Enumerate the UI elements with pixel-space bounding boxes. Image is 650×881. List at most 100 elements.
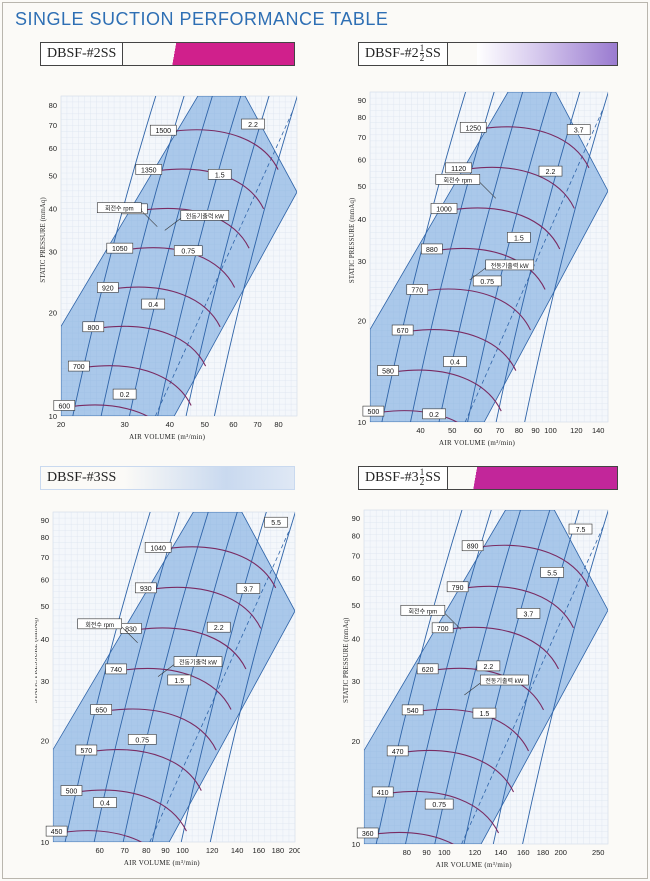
rpm-note: 회전수 rpm: [105, 205, 134, 213]
rpm-label: 1500: [155, 128, 171, 135]
x-tick-label: 120: [206, 846, 219, 855]
y-tick-label: 10: [41, 838, 49, 847]
rpm-label: 790: [452, 585, 464, 592]
kw-label-box: [206, 621, 231, 633]
kw-label-box: [173, 245, 203, 257]
rpm-note-leader: [121, 626, 138, 644]
kw-label-box: [127, 734, 157, 745]
chart-panel-dbsf-3-half-ss: DBSF-#3 1 2 SS 360 410 470 540 620 700 790 890 0.75…: [330, 462, 620, 874]
x-tick-label: 180: [272, 846, 285, 855]
kw-note: 전동기출력 kW: [491, 262, 529, 270]
model-stripe: [477, 43, 617, 65]
y-tick-label: 10: [352, 840, 360, 849]
limit-line: [464, 108, 604, 422]
model-label: DBSF-#3 1 2 SS: [359, 467, 448, 489]
kw-label-box: [472, 275, 502, 287]
kw-label-box: [472, 707, 497, 719]
kw-note-box: [180, 210, 230, 221]
x-tick-label: 80: [403, 848, 411, 857]
rpm-label-box: [445, 162, 472, 174]
kw-label-box: [236, 583, 261, 594]
y-tick-label: 30: [358, 257, 366, 266]
rpm-label-box: [90, 704, 112, 715]
rpm-label: 410: [377, 790, 389, 797]
kw-label: 0.75: [181, 249, 195, 256]
kw-note: 전동기출력 kW: [485, 677, 523, 685]
rpm-label: 500: [66, 789, 78, 796]
limit-line: [461, 526, 604, 844]
rpm-label-box: [75, 744, 98, 756]
y-tick-label: 40: [49, 205, 57, 214]
rpm-label: 470: [392, 749, 404, 756]
rpm-curve: [466, 585, 574, 629]
kw-label: 0.4: [450, 360, 460, 367]
rpm-curve: [396, 369, 502, 412]
x-tick-label: 80: [515, 426, 523, 435]
x-tick-label: 50: [448, 426, 456, 435]
kw-label-box: [476, 660, 501, 672]
kw-note-leader: [164, 218, 181, 231]
x-tick-label: 60: [474, 426, 482, 435]
system-curve: [524, 92, 608, 422]
rpm-label: 450: [51, 829, 63, 836]
rpm-curve: [94, 749, 202, 791]
kw-label-box: [112, 388, 137, 400]
chart-panel-dbsf-2ss: DBSF-#2SS 60070080092010501200135015000.…: [35, 38, 300, 448]
rpm-note: 회전수 rpm: [443, 176, 472, 184]
rpm-label-box: [461, 540, 484, 552]
system-curve: [492, 510, 580, 844]
x-tick-label: 180: [537, 848, 550, 857]
kw-label: 0.4: [100, 801, 110, 808]
rpm-label-box: [371, 786, 394, 798]
rpm-label: 1250: [465, 125, 481, 132]
rpm-curve: [381, 410, 458, 422]
rpm-label: 620: [422, 667, 434, 674]
model-header: DBSF-#2 1 2 SS: [358, 42, 618, 66]
y-tick-label: 20: [41, 736, 49, 745]
x-tick-label: 80: [142, 846, 150, 855]
y-tick-label: 10: [49, 412, 57, 421]
x-tick-label: 140: [592, 426, 605, 435]
rpm-label-box: [45, 825, 68, 837]
kw-label: 0.75: [432, 802, 446, 809]
rpm-label-box: [430, 203, 458, 214]
x-tick-label: 100: [438, 848, 451, 857]
y-tick-label: 40: [41, 635, 49, 644]
x-tick-label: 100: [544, 426, 557, 435]
x-tick-label: 140: [495, 848, 508, 857]
x-tick-label: 20: [57, 420, 65, 429]
y-tick-label: 30: [49, 248, 57, 257]
x-axis-title: AIR VOLUME (m³/min): [124, 859, 200, 867]
x-axis-title: AIR VOLUME (m³/min): [129, 433, 205, 441]
y-tick-label: 70: [352, 551, 360, 560]
rpm-note-box: [400, 604, 446, 616]
rpm-label: 890: [467, 544, 479, 551]
rpm-label-box: [446, 581, 469, 593]
system-curve: [151, 512, 238, 842]
y-tick-label: 70: [41, 553, 49, 562]
y-tick-label: 70: [49, 121, 57, 130]
chart-canvas: 360 410 470 540 620 700 790 890 0.75 1.5 2.2 3.7 5.5…: [342, 509, 609, 869]
y-tick-label: 80: [358, 113, 366, 122]
rpm-curve: [109, 708, 217, 751]
rpm-curve: [451, 626, 559, 670]
y-tick-label: 80: [352, 531, 360, 540]
kw-note-leader: [469, 267, 486, 281]
y-tick-label: 30: [41, 677, 49, 686]
x-tick-label: 50: [201, 420, 209, 429]
kw-label: 7.5: [576, 527, 586, 534]
rpm-label: 930: [140, 586, 152, 593]
chart-panel-dbsf-2-half-ss: DBSF-#2 1 2 SS 500 580 670 770 880 1000 1120 1250 0…: [330, 38, 620, 448]
kw-label-box: [538, 165, 563, 177]
kw-label-box: [507, 232, 531, 243]
rpm-curve: [169, 546, 277, 589]
y-tick-label: 80: [41, 533, 49, 542]
rpm-note-leader: [479, 182, 496, 199]
rpm-label: 880: [426, 247, 438, 254]
kw-label: 5.5: [271, 520, 281, 527]
kw-label: 3.7: [243, 586, 253, 593]
kw-label-box: [264, 516, 288, 528]
y-axis-title: STATIC PRESSURE (mmAq): [342, 617, 350, 703]
y-tick-label: 70: [358, 133, 366, 142]
